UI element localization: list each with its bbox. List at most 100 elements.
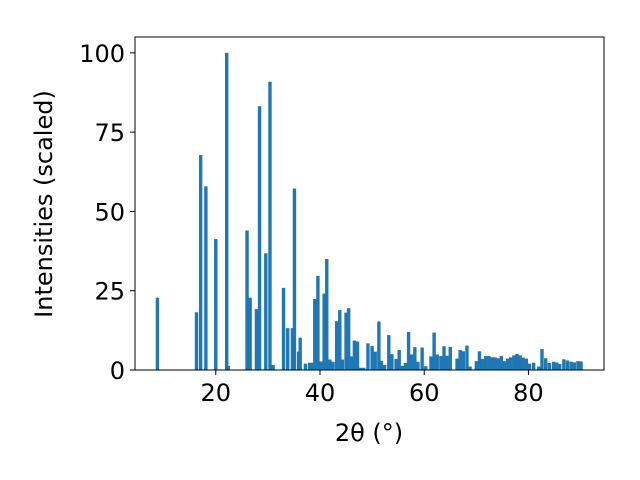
bar	[487, 356, 491, 370]
bar	[565, 360, 570, 370]
bar	[484, 356, 488, 370]
x-axis-label: 2θ (°)	[335, 419, 403, 447]
bar	[358, 367, 363, 370]
bar	[204, 186, 208, 370]
bar	[285, 328, 290, 370]
bar	[322, 293, 326, 370]
bar	[226, 365, 230, 370]
bar	[307, 362, 312, 370]
bar	[505, 358, 510, 370]
bar	[346, 308, 351, 370]
bar	[465, 345, 469, 370]
y-tick-label: 25	[94, 278, 125, 306]
bar	[268, 81, 272, 370]
bar	[502, 361, 507, 370]
bar	[325, 259, 329, 370]
bars-group	[155, 52, 583, 371]
bar	[474, 361, 479, 370]
y-axis-ticks: 0 25 50 75 100	[79, 40, 135, 385]
bar	[311, 362, 315, 370]
bar	[298, 337, 302, 370]
bar	[558, 363, 562, 370]
bar	[214, 239, 218, 370]
bar	[373, 351, 377, 370]
plot-frame	[134, 36, 605, 371]
bar	[496, 358, 500, 370]
bar	[512, 355, 516, 370]
x-tick-label: 60	[409, 379, 440, 407]
bar	[387, 335, 391, 370]
bar	[424, 366, 428, 370]
bar	[338, 310, 342, 370]
bar	[537, 366, 541, 370]
bar	[493, 357, 497, 370]
bar	[331, 361, 335, 370]
bar	[540, 349, 544, 370]
bar	[448, 346, 452, 370]
bar	[198, 154, 203, 370]
bar	[281, 287, 286, 370]
bar	[543, 358, 548, 370]
bar	[547, 363, 551, 370]
bar	[225, 52, 229, 371]
y-tick-label: 50	[94, 198, 125, 226]
bar	[521, 357, 525, 370]
bar	[461, 351, 465, 370]
bar	[370, 345, 374, 370]
bar	[377, 321, 381, 370]
bar	[382, 364, 387, 370]
bar	[569, 361, 573, 370]
bar	[366, 343, 370, 370]
bar	[352, 340, 357, 370]
bar	[290, 328, 295, 370]
bar	[355, 341, 360, 370]
bar	[468, 366, 472, 370]
bar	[406, 331, 411, 370]
x-axis-ticks: 20 40 60 80	[200, 370, 544, 407]
bar	[572, 362, 576, 370]
bar	[524, 358, 529, 370]
bar	[455, 358, 459, 370]
bar	[413, 347, 417, 370]
bar	[551, 361, 556, 370]
bar	[271, 364, 275, 370]
bar	[194, 312, 199, 370]
bar	[420, 347, 424, 370]
bar	[264, 253, 268, 370]
bar	[379, 360, 384, 370]
bar	[480, 358, 485, 370]
bar	[328, 359, 332, 370]
bar	[562, 359, 566, 370]
x-tick-label: 80	[513, 379, 544, 407]
bar	[490, 357, 494, 370]
bar	[362, 367, 366, 370]
bar	[458, 350, 462, 370]
bar	[313, 298, 317, 370]
bar	[515, 353, 519, 370]
y-tick-label: 0	[110, 357, 125, 385]
bar	[527, 363, 532, 370]
bar	[439, 356, 443, 370]
bar	[410, 354, 414, 370]
bar	[397, 350, 401, 370]
bar	[245, 230, 249, 370]
bar	[390, 354, 394, 370]
bar	[579, 361, 583, 370]
y-tick-label: 100	[79, 40, 125, 68]
y-tick-label: 75	[94, 119, 125, 147]
bar	[442, 346, 446, 370]
bar	[334, 321, 339, 370]
bar	[445, 355, 449, 370]
bar	[316, 275, 320, 370]
bar	[292, 188, 297, 370]
bar	[248, 297, 252, 370]
bar	[394, 358, 398, 370]
bar	[432, 332, 436, 370]
bar	[319, 361, 323, 370]
bar	[257, 106, 262, 370]
bar	[518, 355, 522, 370]
x-tick-label: 20	[200, 379, 231, 407]
bar	[477, 351, 482, 370]
